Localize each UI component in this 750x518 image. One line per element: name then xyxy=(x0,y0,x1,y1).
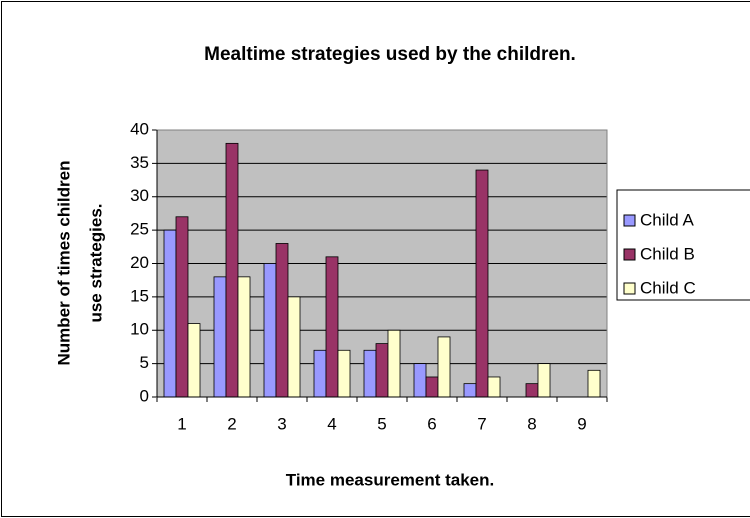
x-tick-label: 1 xyxy=(177,414,186,433)
legend-swatch xyxy=(623,214,636,227)
x-tick-label: 4 xyxy=(327,414,336,433)
y-axis-label: Number of times children xyxy=(54,161,73,366)
y-tick-label: 40 xyxy=(130,119,149,138)
bar xyxy=(463,383,477,398)
bar xyxy=(287,296,301,398)
y-tick-label: 0 xyxy=(140,386,149,405)
bar xyxy=(175,216,189,398)
bar xyxy=(363,349,377,398)
bar xyxy=(163,229,177,398)
y-tick-label: 25 xyxy=(130,220,149,239)
bar xyxy=(387,329,401,398)
y-tick-label: 10 xyxy=(130,320,149,339)
legend-box xyxy=(616,189,750,301)
legend-swatch xyxy=(623,248,636,261)
legend-label: Child B xyxy=(640,244,695,263)
y-tick-label: 30 xyxy=(130,186,149,205)
bar xyxy=(375,343,389,398)
bar xyxy=(525,383,539,398)
bar xyxy=(475,169,489,398)
x-tick-label: 2 xyxy=(227,414,236,433)
bar xyxy=(487,376,501,398)
bar xyxy=(413,363,427,398)
bar xyxy=(313,349,327,398)
y-tick-label: 5 xyxy=(140,353,149,372)
legend-label: Child C xyxy=(640,278,696,297)
y-tick-label: 20 xyxy=(130,253,149,272)
bar xyxy=(325,256,339,398)
bar xyxy=(237,276,251,398)
bar xyxy=(263,263,277,398)
bar xyxy=(437,336,451,398)
x-tick-label: 7 xyxy=(477,414,486,433)
y-axis-label: use strategies. xyxy=(86,203,105,322)
y-tick-label: 35 xyxy=(130,153,149,172)
x-tick-label: 5 xyxy=(377,414,386,433)
bar xyxy=(225,142,239,398)
x-tick-label: 9 xyxy=(577,414,586,433)
legend-label: Child A xyxy=(640,210,695,229)
bar xyxy=(425,376,439,398)
bar xyxy=(213,276,227,398)
x-tick-label: 8 xyxy=(527,414,536,433)
x-tick-label: 3 xyxy=(277,414,286,433)
bar xyxy=(275,243,289,398)
bar xyxy=(537,363,551,398)
chart-title: Mealtime strategies used by the children… xyxy=(204,44,576,65)
bar xyxy=(587,369,601,398)
x-tick-label: 6 xyxy=(427,414,436,433)
bar xyxy=(337,349,351,398)
x-axis-label: Time measurement taken. xyxy=(286,470,495,489)
y-tick-label: 15 xyxy=(130,286,149,305)
bar xyxy=(187,323,201,398)
legend-swatch xyxy=(623,282,636,295)
